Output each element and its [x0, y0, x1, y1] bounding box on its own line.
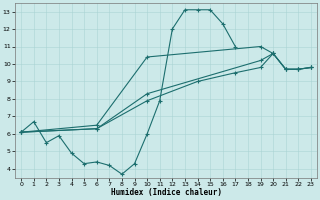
X-axis label: Humidex (Indice chaleur): Humidex (Indice chaleur) [110, 188, 221, 197]
